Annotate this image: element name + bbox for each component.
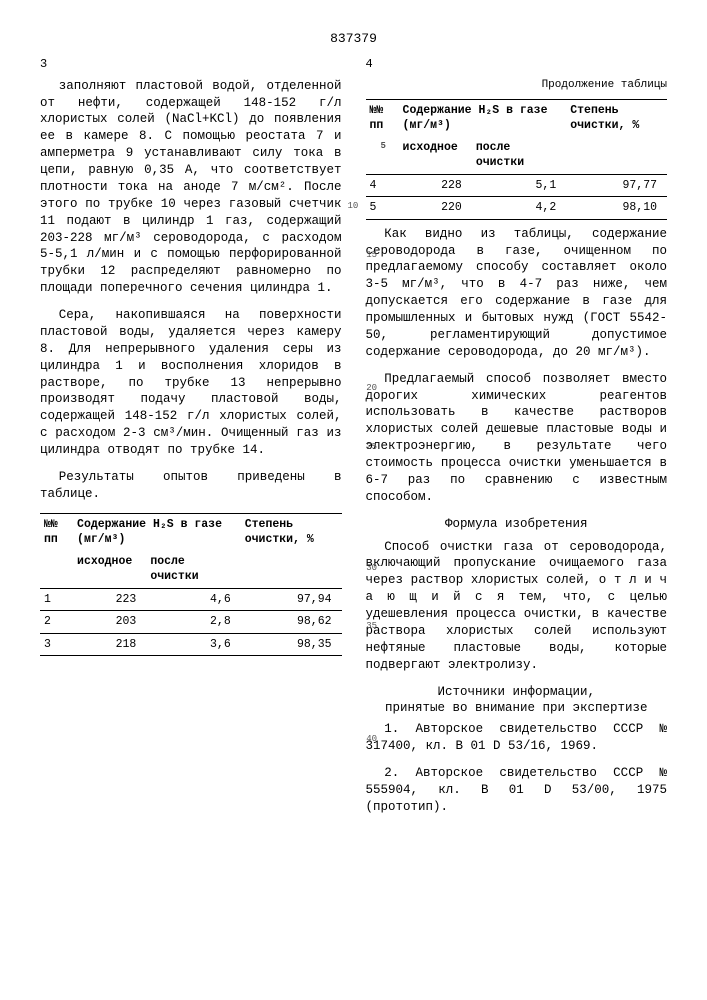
line-num-10: 10 (348, 200, 359, 212)
table-continuation-label: Продолжение таблицы (366, 78, 668, 93)
cell: 105 (366, 197, 399, 220)
line-num-15: 15 (348, 249, 378, 261)
page-num-right: 4 (366, 56, 373, 72)
left-para-3: Результаты опытов приведены в таблице. (40, 469, 342, 503)
left-column: 3 заполняют пластовой водой, отделенной … (40, 56, 342, 826)
t1-hdr-sub2: после очистки (146, 551, 240, 589)
cell: 4 (366, 174, 399, 197)
page-columns: 3 заполняют пластовой водой, отделенной … (40, 56, 667, 826)
right-para-2-text: Предлагаемый способ позволяет вместо дор… (366, 372, 668, 504)
cell: 98,10 (566, 197, 667, 220)
cell: 2,8 (146, 611, 240, 634)
right-para-2: 2025Предлагаемый способ позволяет вместо… (366, 371, 668, 506)
cell: 97,94 (241, 588, 342, 611)
left-para-1: заполняют пластовой водой, отделенной от… (40, 78, 342, 297)
cell: 2 (40, 611, 73, 634)
line-num-30: 30 (348, 562, 378, 574)
t2-hdr-sub1: 5исходное (399, 137, 472, 175)
cell: 220 (399, 197, 472, 220)
line-num-5: 5 (381, 140, 386, 152)
cell: 223 (73, 588, 146, 611)
t1-hdr-no: №№ пп (40, 513, 73, 588)
cell: 97,77 (566, 174, 667, 197)
t1-hdr-sub1: исходное (73, 551, 146, 589)
cell: 5,1 (472, 174, 566, 197)
t2-hdr-degree: Степень очистки, % (566, 99, 667, 174)
t2-hdr-sub2: после очистки (472, 137, 566, 175)
table-row: 3 218 3,6 98,35 (40, 633, 342, 656)
line-num-35: 35 (348, 620, 378, 632)
formula-title: Формула изобретения (366, 516, 668, 533)
results-table-2: №№ пп Содержание H₂S в газе (мг/м³) Степ… (366, 99, 668, 220)
t2-hdr-content: Содержание H₂S в газе (мг/м³) (399, 99, 567, 137)
cell: 4,6 (146, 588, 240, 611)
t1-hdr-degree: Степень очистки, % (241, 513, 342, 588)
right-col-header: 4 (366, 56, 668, 72)
right-para-1-text: Как видно из таблицы, содержание серовод… (366, 227, 668, 359)
t2-hdr-no: №№ пп (366, 99, 399, 174)
table-row: 1 223 4,6 97,94 (40, 588, 342, 611)
source-2: 2. Авторское свидетельство СССР № 555904… (366, 765, 668, 816)
table-row: 4 228 5,1 97,77 (366, 174, 668, 197)
t1-hdr-content: Содержание H₂S в газе (мг/м³) (73, 513, 241, 551)
cell: 1 (40, 588, 73, 611)
table-row: 2 203 2,8 98,62 (40, 611, 342, 634)
cell: 203 (73, 611, 146, 634)
page-num-left: 3 (40, 56, 47, 72)
formula-text: 3035Способ очистки газа от сероводорода,… (366, 539, 668, 674)
line-num-40: 40 (348, 733, 378, 745)
right-column: 4 Продолжение таблицы №№ пп Содержание H… (366, 56, 668, 826)
line-num-20: 20 (348, 382, 378, 394)
cell: 4,2 (472, 197, 566, 220)
cell: 218 (73, 633, 146, 656)
formula-body: Способ очистки газа от сероводорода, вкл… (366, 540, 668, 672)
table-row: 105 220 4,2 98,10 (366, 197, 668, 220)
cell: 3,6 (146, 633, 240, 656)
cell: 98,35 (241, 633, 342, 656)
cell: 98,62 (241, 611, 342, 634)
source-1-text: 1. Авторское свидетельство СССР № 317400… (366, 722, 668, 753)
cell-text: 5 (370, 201, 377, 214)
sources-title: Источники информации, принятые во вниман… (366, 684, 668, 718)
results-table-1: №№ пп Содержание H₂S в газе (мг/м³) Степ… (40, 513, 342, 657)
cell: 228 (399, 174, 472, 197)
right-para-1: 15Как видно из таблицы, содержание серов… (366, 226, 668, 361)
line-num-25: 25 (348, 441, 378, 453)
doc-number: 837379 (40, 30, 667, 48)
left-col-header: 3 (40, 56, 342, 72)
source-1: 401. Авторское свидетельство СССР № 3174… (366, 721, 668, 755)
left-para-2: Сера, накопившаяся на поверхности пласто… (40, 307, 342, 459)
cell: 3 (40, 633, 73, 656)
t2-sub1-text: исходное (403, 141, 458, 154)
